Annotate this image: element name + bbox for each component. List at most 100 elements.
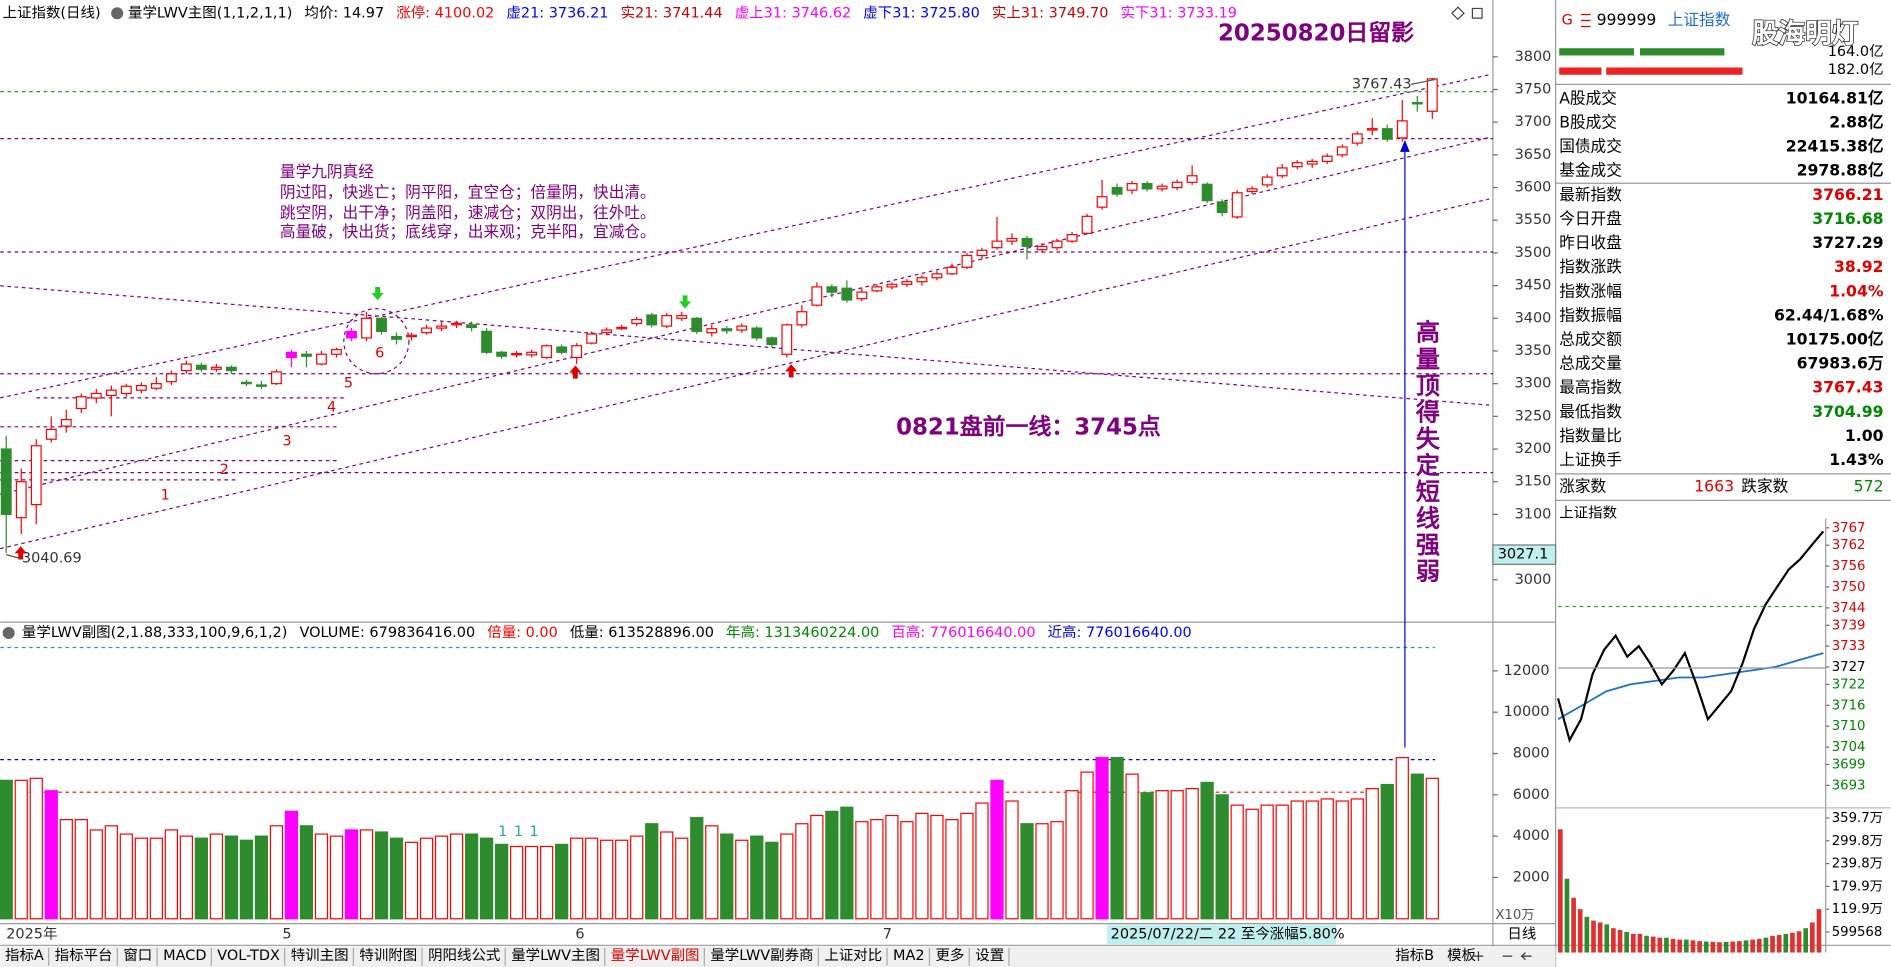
- volume-bar: [705, 825, 719, 920]
- tab[interactable]: 更多: [935, 947, 964, 964]
- volume-bar: [915, 812, 929, 920]
- volume-bar: [675, 837, 689, 920]
- header-item: 虚上31: 3746.62: [735, 4, 852, 21]
- quote-value: 2.88亿: [1829, 112, 1883, 131]
- volume-bar: [1380, 783, 1394, 920]
- candle-body: [436, 325, 447, 329]
- tab-icons[interactable]: [1473, 951, 1532, 961]
- intraday-volume-bar: [1783, 933, 1789, 953]
- volume-bar: [840, 806, 854, 920]
- candle-body: [496, 351, 508, 357]
- period[interactable]: 日线: [1507, 925, 1536, 942]
- candle-body: [60, 419, 72, 427]
- pointer-head: [1400, 139, 1410, 152]
- candle-body: [406, 334, 417, 338]
- header-item: 近高: 776016640.00: [1048, 624, 1192, 641]
- volume-bar: [74, 819, 88, 920]
- tab[interactable]: 特训主图: [291, 947, 349, 964]
- tab[interactable]: 阴阳线公式: [428, 947, 500, 964]
- intraday-volume-bar: [1710, 941, 1716, 953]
- breadth-bar: [1640, 48, 1725, 56]
- volume-bar: [720, 833, 734, 920]
- menu-icon[interactable]: [1580, 13, 1591, 28]
- tab[interactable]: 指标平台: [55, 947, 113, 964]
- volume-bar: [434, 835, 449, 920]
- price-line: [1556, 530, 1825, 743]
- dropdown-icon[interactable]: [2, 626, 15, 640]
- y-tick-label: 599568: [1832, 925, 1883, 940]
- candle-body: [0, 448, 12, 516]
- note: 跳空阴，出干净；阴盖阳，速减仓；双阴出，往外吐。: [280, 203, 656, 222]
- tab[interactable]: 量学LWV主图: [511, 947, 600, 964]
- volume-bar: [1275, 804, 1289, 920]
- intraday-volume-bar: [1803, 928, 1809, 953]
- volume-bar: [59, 819, 73, 920]
- candle-body: [796, 311, 808, 326]
- tab[interactable]: MA2: [893, 948, 925, 964]
- candle-body: [1351, 133, 1363, 144]
- y-tick-label: 4000: [1513, 828, 1550, 844]
- intraday-volume-bar: [1571, 897, 1576, 953]
- volume-bar: [990, 779, 1004, 920]
- intraday-volume-bar: [1597, 922, 1603, 953]
- tab[interactable]: 模板: [1447, 946, 1476, 964]
- note: 量学九阴真经: [280, 162, 374, 181]
- volume-bar: [615, 839, 629, 920]
- y-tick-label: 119.9万: [1832, 902, 1883, 917]
- tab[interactable]: 量学LWV副图: [611, 947, 700, 964]
- volume-bar: [1335, 800, 1349, 920]
- scroll-left[interactable]: [1520, 952, 1532, 961]
- intraday-volume-bar: [1810, 922, 1815, 953]
- y-tick-label: 3400: [1515, 310, 1552, 326]
- volume-bar: [194, 837, 209, 920]
- candle-body: [346, 330, 357, 339]
- volume-unit: X10万: [1495, 908, 1534, 923]
- y-tick-label: 3727: [1832, 660, 1866, 675]
- breadth-label: 跌家数: [1741, 477, 1788, 496]
- candle-body: [1426, 78, 1438, 112]
- y-tick-label: 3716: [1832, 698, 1866, 713]
- quote-label: 最低指数: [1559, 402, 1622, 421]
- zoom-in[interactable]: [1473, 951, 1484, 961]
- volume-bar: [555, 843, 569, 920]
- header-item: 低量: 613528896.00: [570, 624, 714, 641]
- candle-body: [616, 326, 628, 330]
- y-tick-label: 3150: [1515, 474, 1552, 490]
- tab[interactable]: 指标B: [1395, 947, 1434, 964]
- candle-body: [1231, 192, 1243, 218]
- candle-body: [931, 273, 943, 279]
- candle-body: [1366, 128, 1378, 131]
- tab[interactable]: 窗口: [123, 946, 152, 964]
- tab[interactable]: MACD: [163, 948, 206, 964]
- candle-body: [75, 396, 87, 410]
- note: 阴过阳，快逃亡；阴平阳，宜空仓；倍量阴，快出清。: [280, 182, 656, 201]
- wave-label: 5: [344, 375, 353, 391]
- forecast: 0821盘前一线：3745点: [896, 414, 1161, 441]
- tab[interactable]: 特训附图: [359, 947, 417, 964]
- tab[interactable]: 指标A: [5, 947, 44, 964]
- volume-bar: [825, 810, 839, 920]
- y-tick-label: 299.8万: [1832, 834, 1883, 849]
- intraday-volume-bar: [1670, 938, 1676, 953]
- volume-bar: [930, 814, 944, 920]
- candle-body: [1216, 201, 1228, 213]
- quote-label: A股成交: [1559, 88, 1617, 107]
- buy-arrow: [14, 546, 27, 560]
- volume-bar: [419, 837, 434, 920]
- candle-body: [526, 351, 538, 356]
- dropdown-icon[interactable]: [111, 7, 124, 20]
- window-icons[interactable]: [1451, 6, 1483, 21]
- candle-body: [1201, 183, 1213, 202]
- volume-bar: [1350, 798, 1364, 920]
- breadth-bar: [1559, 48, 1634, 56]
- candle-body: [1171, 181, 1183, 189]
- candle-body: [105, 389, 117, 397]
- title: 20250820日留影: [1218, 20, 1414, 46]
- tab[interactable]: VOL-TDX: [217, 948, 280, 964]
- tab[interactable]: 量学LWV副券商: [710, 947, 813, 964]
- tab[interactable]: 设置: [975, 947, 1004, 964]
- y-tick-label: 2000: [1513, 869, 1550, 885]
- tab[interactable]: 上证对比: [824, 947, 882, 964]
